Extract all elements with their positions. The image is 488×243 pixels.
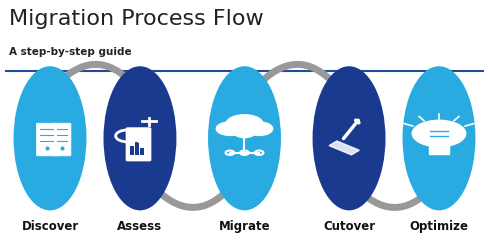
Text: Discover: Discover: [21, 220, 79, 233]
FancyArrowPatch shape: [56, 65, 134, 86]
Text: Migration Process Flow: Migration Process Flow: [9, 9, 263, 29]
Text: A step-by-step guide: A step-by-step guide: [9, 47, 131, 57]
Polygon shape: [328, 141, 359, 155]
FancyArrowPatch shape: [354, 186, 432, 207]
Text: Optimize: Optimize: [408, 220, 468, 233]
Circle shape: [216, 122, 243, 135]
Bar: [135, 141, 139, 155]
Ellipse shape: [402, 66, 474, 210]
FancyArrowPatch shape: [257, 65, 336, 86]
Ellipse shape: [103, 66, 176, 210]
FancyBboxPatch shape: [53, 123, 71, 156]
Circle shape: [245, 122, 272, 135]
Text: Cutover: Cutover: [322, 220, 374, 233]
Circle shape: [225, 115, 263, 133]
Ellipse shape: [14, 66, 86, 210]
Bar: [428, 144, 448, 154]
Text: Migrate: Migrate: [218, 220, 270, 233]
Ellipse shape: [207, 66, 281, 210]
Circle shape: [411, 120, 465, 147]
Bar: [140, 148, 143, 155]
FancyBboxPatch shape: [126, 128, 150, 161]
FancyBboxPatch shape: [36, 123, 58, 156]
Bar: [130, 146, 134, 155]
Circle shape: [233, 127, 255, 138]
Text: Assess: Assess: [117, 220, 162, 233]
Ellipse shape: [312, 66, 385, 210]
FancyArrowPatch shape: [152, 186, 231, 207]
Bar: [225, 128, 263, 133]
